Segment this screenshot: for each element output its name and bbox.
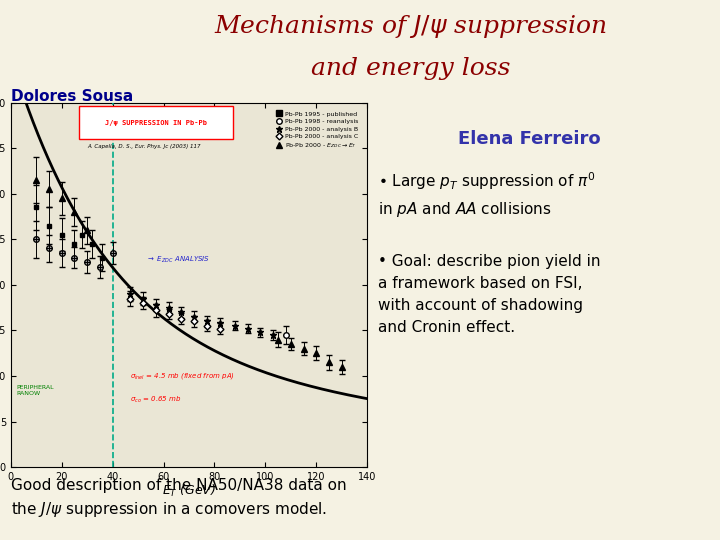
Text: • Large $p_T$ suppression of $\pi^0$
in $pA$ and $AA$ collisions: • Large $p_T$ suppression of $\pi^0$ in …: [378, 170, 595, 219]
Text: Good description of the NA50/NA38 data on
the $J/\psi$ suppression in a comovers: Good description of the NA50/NA38 data o…: [11, 478, 346, 519]
Text: and energy loss: and energy loss: [310, 57, 510, 80]
FancyBboxPatch shape: [79, 106, 233, 139]
Text: PERIPHERAL
RANOW: PERIPHERAL RANOW: [16, 385, 53, 396]
Text: J/ψ SUPPRESSION IN Pb-Pb: J/ψ SUPPRESSION IN Pb-Pb: [105, 120, 207, 126]
Text: $\sigma_{co}$ = 0.65 mb: $\sigma_{co}$ = 0.65 mb: [130, 395, 182, 404]
Text: A. Capella, D. S., Eur. Phys. Jc (2003) 117: A. Capella, D. S., Eur. Phys. Jc (2003) …: [87, 144, 201, 149]
X-axis label: $E_T$ (GeV): $E_T$ (GeV): [162, 483, 216, 500]
Text: Elena Ferreiro: Elena Ferreiro: [458, 130, 600, 147]
Text: $\sigma_{inel}$ = 4.5 mb (fixed from pA): $\sigma_{inel}$ = 4.5 mb (fixed from pA): [130, 372, 235, 381]
Text: $\rightarrow$ E$_{ZDC}$ ANALYSIS: $\rightarrow$ E$_{ZDC}$ ANALYSIS: [145, 255, 210, 265]
Text: • Goal: describe pion yield in
a framework based on FSI,
with account of shadowi: • Goal: describe pion yield in a framewo…: [378, 254, 600, 335]
Text: Mechanisms of $J/\psi$ suppression: Mechanisms of $J/\psi$ suppression: [214, 14, 607, 40]
Text: Dolores Sousa: Dolores Sousa: [11, 89, 133, 104]
Legend: Pb-Pb 1995 - published, Pb-Pb 1998 - reanalysis, Pb-Pb 2000 - analysis B, Pb-Pb : Pb-Pb 1995 - published, Pb-Pb 1998 - rea…: [274, 110, 361, 152]
